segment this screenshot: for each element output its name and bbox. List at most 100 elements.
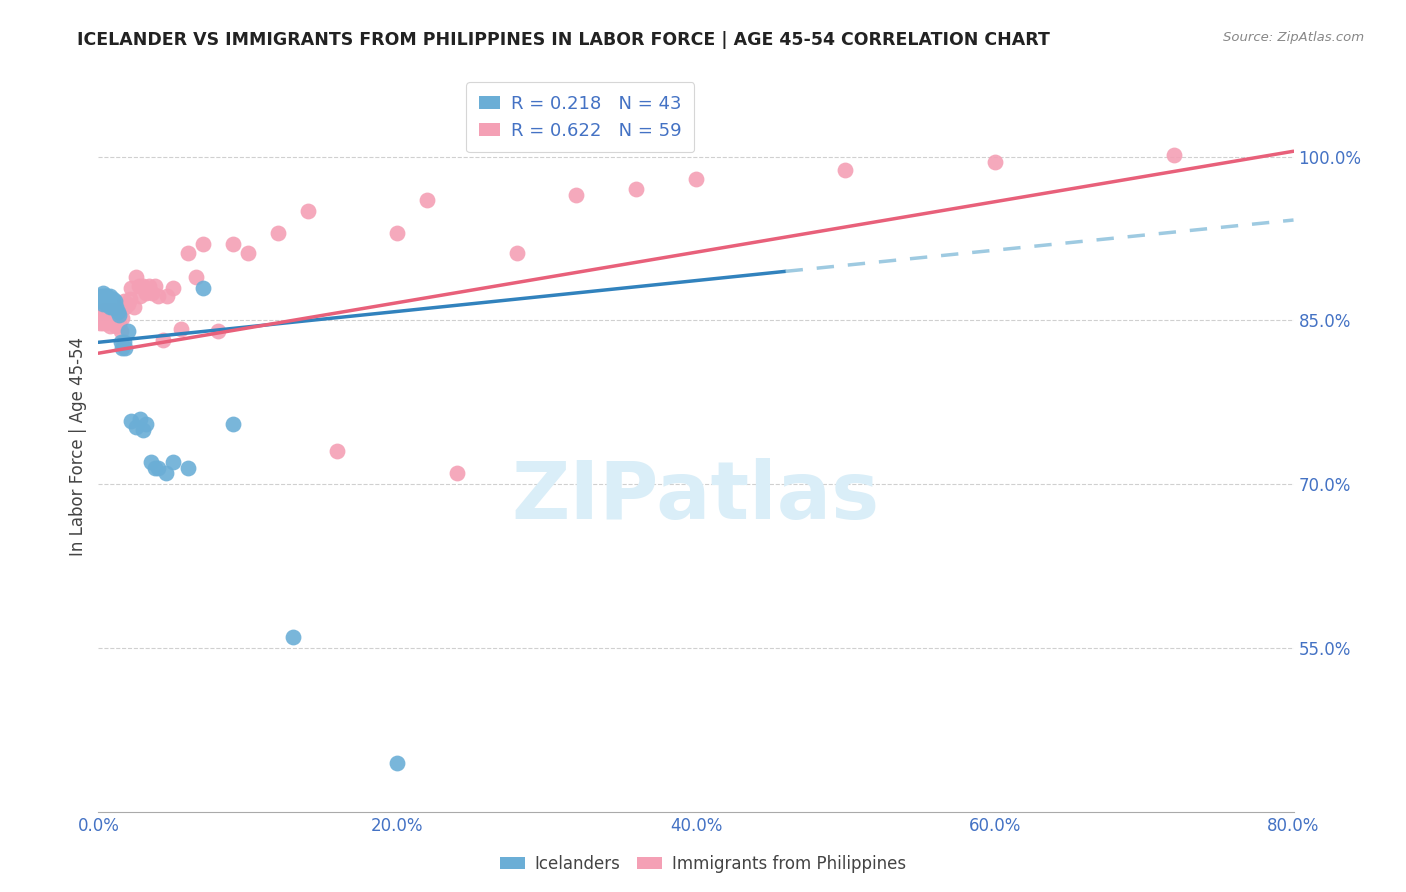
Point	[138, 278, 160, 293]
Point	[207, 324, 229, 338]
Point	[103, 311, 125, 326]
Point	[128, 278, 150, 293]
Point	[110, 324, 132, 338]
Point	[506, 245, 529, 260]
Point	[90, 293, 112, 308]
Point	[129, 411, 152, 425]
Point	[222, 417, 245, 432]
Text: Source: ZipAtlas.com: Source: ZipAtlas.com	[1223, 31, 1364, 45]
Y-axis label: In Labor Force | Age 45-54: In Labor Force | Age 45-54	[69, 336, 87, 556]
Point	[125, 420, 148, 434]
Point	[110, 335, 132, 350]
Point	[129, 289, 152, 303]
Point	[236, 245, 259, 260]
Point	[124, 301, 146, 315]
Point	[96, 297, 118, 311]
Point	[98, 289, 122, 303]
Point	[626, 182, 648, 196]
Point	[177, 460, 200, 475]
Text: ZIPatlas: ZIPatlas	[512, 458, 880, 536]
Point	[191, 281, 214, 295]
Point	[91, 304, 114, 318]
Point	[148, 289, 170, 303]
Point	[135, 417, 157, 432]
Point	[94, 297, 117, 311]
Point	[385, 756, 409, 770]
Point	[89, 316, 111, 330]
Point	[125, 269, 148, 284]
Point	[96, 302, 118, 317]
Point	[118, 292, 141, 306]
Point	[97, 292, 120, 306]
Point	[90, 289, 112, 303]
Point	[103, 301, 125, 315]
Legend: R = 0.218   N = 43, R = 0.622   N = 59: R = 0.218 N = 43, R = 0.622 N = 59	[465, 82, 695, 153]
Point	[93, 293, 115, 308]
Point	[685, 171, 707, 186]
Point	[416, 194, 439, 208]
Text: ICELANDER VS IMMIGRANTS FROM PHILIPPINES IN LABOR FORCE | AGE 45-54 CORRELATION : ICELANDER VS IMMIGRANTS FROM PHILIPPINES…	[77, 31, 1050, 49]
Point	[162, 455, 184, 469]
Point	[90, 311, 112, 326]
Point	[984, 155, 1007, 169]
Point	[94, 304, 117, 318]
Point	[297, 204, 319, 219]
Point	[120, 414, 142, 428]
Point	[1163, 147, 1185, 161]
Point	[184, 269, 207, 284]
Point	[117, 324, 139, 338]
Point	[162, 281, 184, 295]
Point	[385, 226, 409, 240]
Point	[156, 289, 179, 303]
Point	[117, 297, 139, 311]
Point	[177, 245, 200, 260]
Point	[132, 278, 155, 293]
Point	[565, 188, 588, 202]
Point	[169, 322, 191, 336]
Point	[148, 460, 170, 475]
Point	[93, 289, 115, 303]
Point	[114, 301, 136, 315]
Point	[96, 311, 118, 326]
Point	[108, 316, 131, 330]
Point	[139, 455, 162, 469]
Point	[114, 341, 136, 355]
Point	[89, 292, 111, 306]
Point	[103, 302, 125, 317]
Point	[98, 318, 122, 333]
Legend: Icelanders, Immigrants from Philippines: Icelanders, Immigrants from Philippines	[494, 848, 912, 880]
Point	[96, 289, 118, 303]
Point	[97, 297, 120, 311]
Point	[91, 297, 114, 311]
Point	[152, 333, 174, 347]
Point	[103, 292, 125, 306]
Point	[281, 630, 304, 644]
Point	[143, 278, 166, 293]
Point	[94, 316, 117, 330]
Point	[104, 293, 127, 308]
Point	[108, 308, 131, 322]
Point	[111, 311, 134, 326]
Point	[191, 237, 214, 252]
Point	[222, 237, 245, 252]
Point	[143, 460, 166, 475]
Point	[101, 308, 124, 322]
Point	[111, 341, 134, 355]
Point	[94, 289, 117, 303]
Point	[93, 311, 115, 326]
Point	[112, 293, 135, 308]
Point	[267, 226, 290, 240]
Point	[326, 444, 349, 458]
Point	[132, 423, 155, 437]
Point	[105, 318, 128, 333]
Point	[98, 301, 122, 315]
Point	[101, 293, 124, 308]
Point	[91, 286, 114, 301]
Point	[97, 304, 120, 318]
Point	[97, 311, 120, 326]
Point	[107, 311, 129, 326]
Point	[107, 304, 129, 318]
Point	[120, 281, 142, 295]
Point	[105, 301, 128, 315]
Point	[446, 467, 468, 481]
